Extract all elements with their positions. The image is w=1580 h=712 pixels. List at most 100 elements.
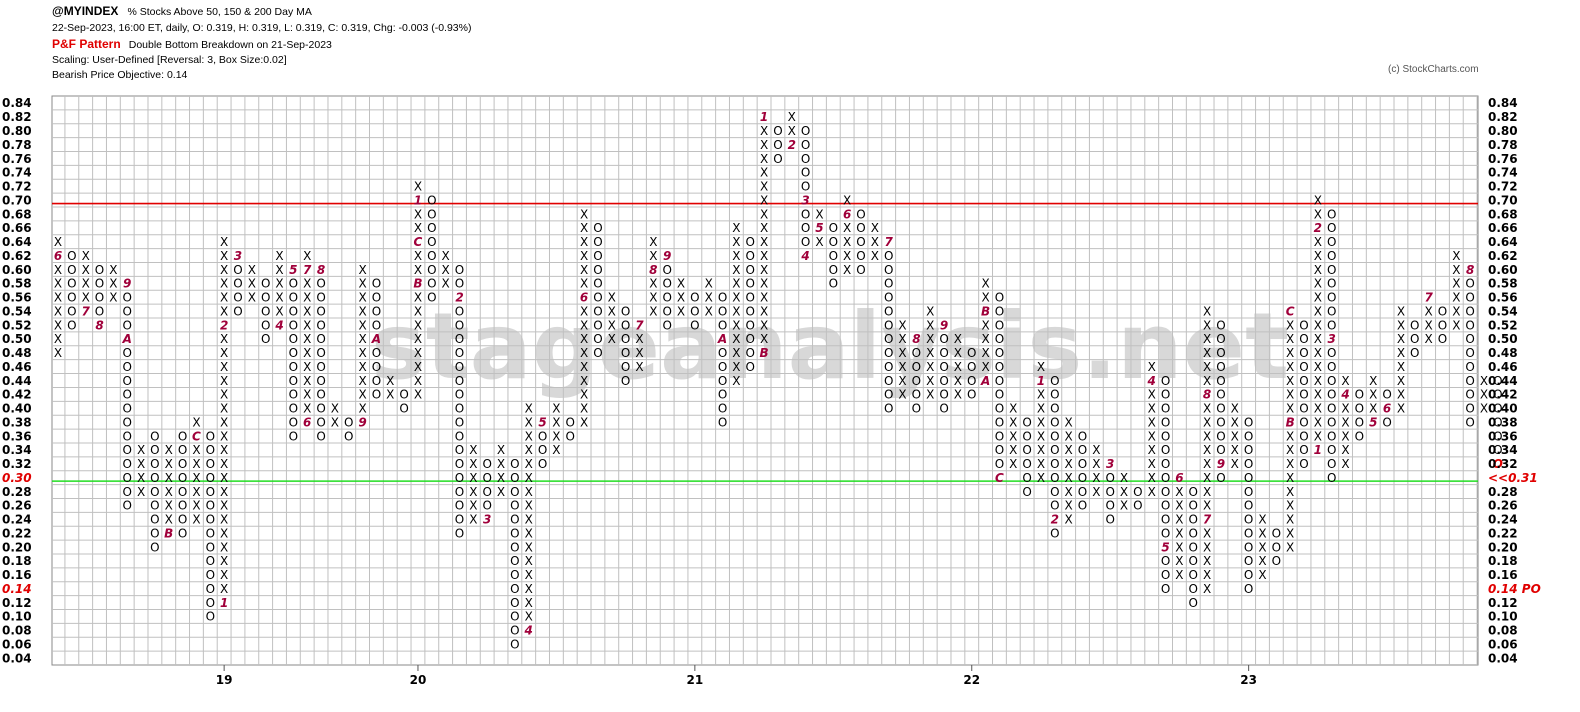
o-box: O (510, 582, 519, 596)
month-marker: A (371, 332, 381, 346)
o-box: O (829, 249, 838, 263)
x-box: X (137, 471, 145, 485)
month-marker: 9 (940, 318, 948, 332)
x-box: X (871, 235, 879, 249)
x-box: X (1009, 443, 1017, 457)
o-box: O (1216, 471, 1225, 485)
o-box: O (206, 443, 215, 457)
o-box: O (1244, 513, 1253, 527)
o-box: O (95, 263, 104, 277)
o-box: O (206, 485, 215, 499)
x-box: X (1397, 402, 1405, 416)
x-box: X (220, 485, 228, 499)
x-box: X (165, 443, 173, 457)
x-box: X (220, 443, 228, 457)
o-box: O (261, 318, 270, 332)
o-box: O (150, 485, 159, 499)
x-box: X (1175, 568, 1183, 582)
o-box: O (1327, 388, 1336, 402)
o-box: O (316, 318, 325, 332)
x-box: X (137, 485, 145, 499)
x-box: X (732, 249, 740, 263)
month-marker: 3 (234, 249, 242, 263)
x-box: X (525, 526, 533, 540)
o-box: O (1216, 360, 1225, 374)
x-box: X (871, 221, 879, 235)
x-box: X (608, 291, 616, 305)
x-box: X (1341, 402, 1349, 416)
x-box: X (1369, 388, 1377, 402)
o-box: O (593, 235, 602, 249)
x-box: X (1452, 291, 1460, 305)
x-box: X (898, 360, 906, 374)
y-tick-left: 0.12 (2, 596, 32, 610)
month-marker: 6 (843, 207, 851, 221)
x-box: X (220, 471, 228, 485)
x-box: X (220, 415, 228, 429)
o-box: O (593, 304, 602, 318)
o-box: O (801, 235, 810, 249)
x-box: X (1425, 318, 1433, 332)
o-box: O (510, 624, 519, 638)
o-box: O (206, 429, 215, 443)
x-box: X (358, 332, 366, 346)
o-box: O (1465, 374, 1474, 388)
month-marker: 5 (1161, 540, 1169, 554)
x-box: X (732, 221, 740, 235)
y-tick-left: 0.36 (2, 429, 32, 443)
y-tick-left: 0.28 (2, 485, 32, 499)
o-box: O (510, 540, 519, 554)
o-box: O (233, 263, 242, 277)
o-box: O (122, 360, 131, 374)
o-box: O (662, 263, 671, 277)
o-box: O (233, 304, 242, 318)
x-box: X (1203, 471, 1211, 485)
x-box: X (843, 235, 851, 249)
o-box: O (510, 596, 519, 610)
y-tick-right: 0.18 (1488, 554, 1518, 568)
y-tick-right: 0.42 (1488, 388, 1518, 402)
o-box: O (344, 429, 353, 443)
x-box: X (1452, 249, 1460, 263)
o-box: O (1105, 499, 1114, 513)
o-box: O (1022, 457, 1031, 471)
x-box: X (54, 346, 62, 360)
o-box: O (1327, 277, 1336, 291)
x-box: X (760, 152, 768, 166)
x-box: X (275, 291, 283, 305)
o-box: O (150, 471, 159, 485)
y-tick-left: 0.16 (2, 568, 32, 582)
x-box: X (1203, 540, 1211, 554)
x-box: X (677, 277, 685, 291)
x-box: X (1286, 443, 1294, 457)
y-tick-left: 0.80 (2, 124, 32, 138)
month-marker: 8 (1466, 263, 1474, 277)
x-box: X (220, 513, 228, 527)
chart-subtitle: % Stocks Above 50, 150 & 200 Day MA (127, 6, 312, 18)
o-box: O (67, 291, 76, 305)
x-box: X (1480, 388, 1488, 402)
x-box: X (1314, 263, 1322, 277)
x-box: X (82, 291, 90, 305)
o-box: O (1105, 513, 1114, 527)
y-tick-right: 0.14 PO (1488, 582, 1541, 596)
x-box: X (414, 207, 422, 221)
o-box: O (1161, 471, 1170, 485)
o-box: O (178, 485, 187, 499)
watermark: stageanalysis.net (371, 293, 1289, 400)
x-box: X (1203, 346, 1211, 360)
month-marker: 2 (1051, 513, 1059, 527)
x-box: X (303, 318, 311, 332)
o-box: O (1244, 554, 1253, 568)
x-box: X (414, 346, 422, 360)
x-box: X (815, 235, 823, 249)
o-box: O (1216, 318, 1225, 332)
x-box: X (1480, 402, 1488, 416)
y-tick-right: 0.46 (1488, 360, 1518, 374)
x-box: X (1148, 443, 1156, 457)
o-box: O (455, 402, 464, 416)
o-box: O (1216, 388, 1225, 402)
o-box: O (122, 374, 131, 388)
x-box: X (1009, 415, 1017, 429)
o-box: O (593, 249, 602, 263)
